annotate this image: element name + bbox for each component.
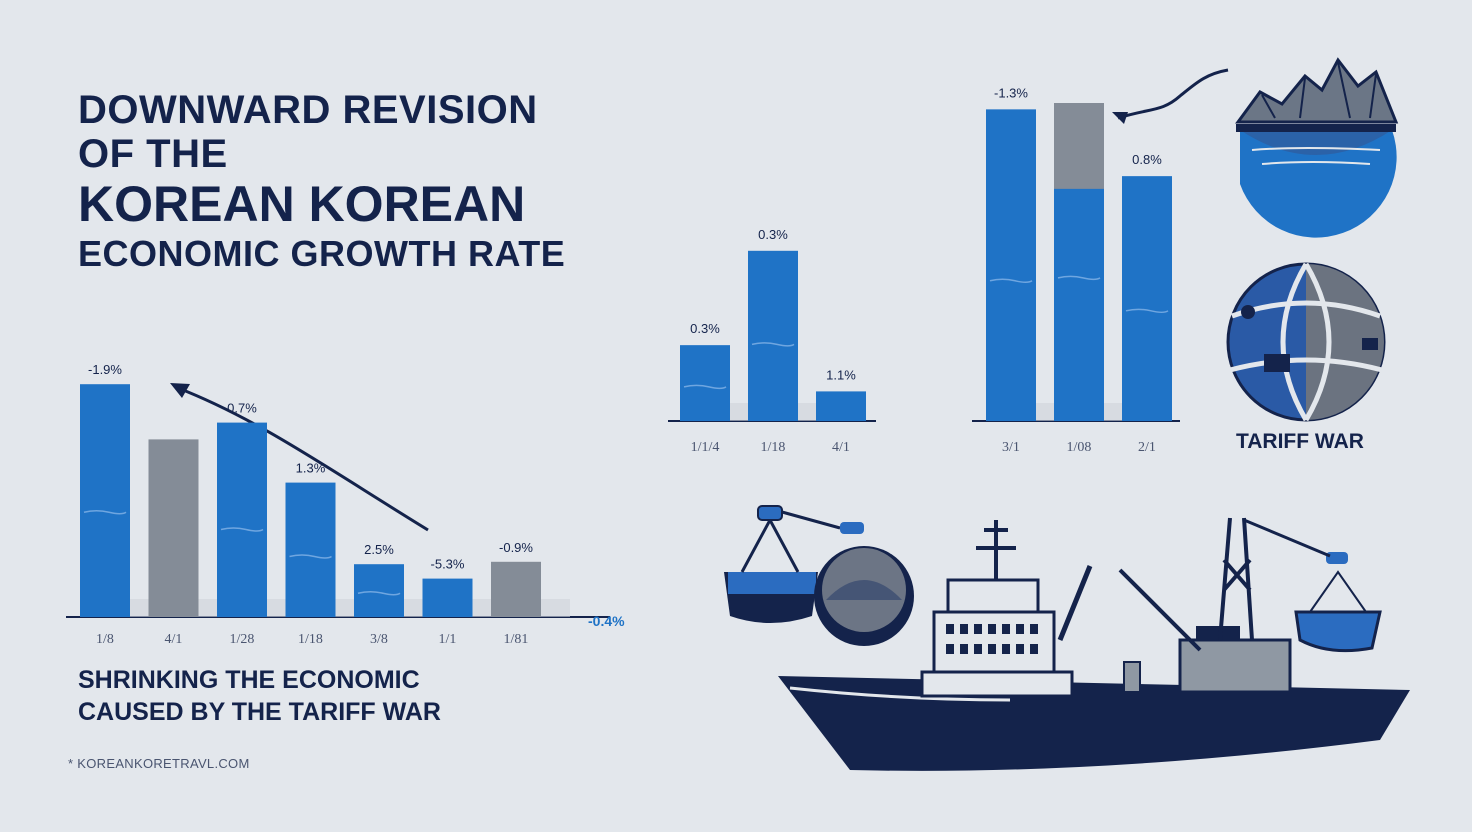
- bar: [354, 564, 404, 617]
- cargo-basket-icon-right: [1294, 552, 1382, 653]
- tick-label: 4/1: [832, 440, 850, 455]
- page-title: DOWNWARD REVISION OF THE KOREAN KOREAN E…: [78, 88, 565, 276]
- data-label: 2.5%: [364, 542, 394, 557]
- bar-highlight: [83, 509, 127, 515]
- bar-highlight: [220, 527, 264, 532]
- data-label: 0.8%: [1132, 152, 1162, 167]
- data-label: 0.3%: [690, 321, 720, 336]
- bar: [1122, 176, 1172, 421]
- source-footnote: * KOREANKOREТRAVL.COM: [68, 756, 250, 771]
- title-line-1: DOWNWARD REVISION: [78, 88, 538, 132]
- bar-highlight: [1057, 275, 1101, 281]
- bar-highlight: [1125, 308, 1169, 314]
- data-label: 0.7%: [227, 401, 257, 416]
- tick-label: 1/18: [761, 440, 786, 455]
- subtitle-line-1: SHRINKING THE ECONOMIC: [78, 666, 420, 694]
- data-label: -1.3%: [994, 85, 1028, 100]
- curve-arrow-icon: [1112, 68, 1229, 124]
- tariff-war-label: TARIFF WAR: [1236, 430, 1364, 453]
- trend-arrow-icon: [170, 383, 429, 532]
- tick-label: 3/8: [370, 632, 388, 647]
- bar: [217, 422, 267, 617]
- bar-highlight: [683, 384, 727, 390]
- cargo-ship-icon: [778, 517, 1410, 771]
- bar-highlight: [357, 590, 401, 596]
- bar: [748, 250, 798, 421]
- tick-label: 1/1/4: [691, 440, 720, 455]
- bar-highlight: [289, 554, 332, 559]
- tick-label: 1/08: [1067, 440, 1092, 455]
- bar-highlight: [751, 342, 795, 347]
- cargo-basket-icon: [724, 505, 914, 646]
- bar-highlight: [989, 278, 1033, 284]
- globe-icon: [1226, 262, 1386, 422]
- bar: [285, 482, 336, 617]
- data-label: -1.9%: [88, 362, 122, 377]
- bar: [491, 561, 541, 617]
- bar: [80, 384, 130, 617]
- tick-label: 1/8: [96, 632, 114, 647]
- data-label: -5.3%: [431, 557, 465, 572]
- tick-label: 3/1: [1002, 440, 1020, 455]
- extra-data-label: -0.4%: [588, 613, 625, 629]
- title-line-4: ECONOMIC GROWTH RATE: [78, 233, 566, 274]
- tick-label: 2/1: [1138, 440, 1156, 455]
- subtitle: SHRINKING THE ECONOMIC CAUSED BY THE TAR…: [78, 664, 441, 728]
- tick-label: 1/1: [439, 632, 457, 647]
- bar: [148, 439, 199, 617]
- bar: [680, 345, 730, 421]
- data-label: 1.3%: [296, 461, 326, 476]
- tick-label: 4/1: [165, 632, 183, 647]
- data-label: -0.9%: [499, 540, 533, 555]
- data-label: 0.3%: [758, 227, 788, 242]
- tick-label: 1/18: [298, 632, 323, 647]
- bar: [816, 391, 866, 421]
- mountain-sea-icon: [1235, 57, 1399, 238]
- bar: [986, 109, 1036, 422]
- bar: [422, 578, 473, 617]
- title-line-2: OF THE: [78, 132, 228, 176]
- tick-label: 1/81: [504, 632, 529, 647]
- subtitle-line-2: CAUSED BY THE TARIFF WAR: [78, 698, 441, 726]
- title-line-3: KOREAN KOREAN: [78, 176, 526, 232]
- tick-label: 1/28: [230, 632, 255, 647]
- data-label: 1.1%: [826, 367, 856, 382]
- bar-cap: [1054, 103, 1104, 189]
